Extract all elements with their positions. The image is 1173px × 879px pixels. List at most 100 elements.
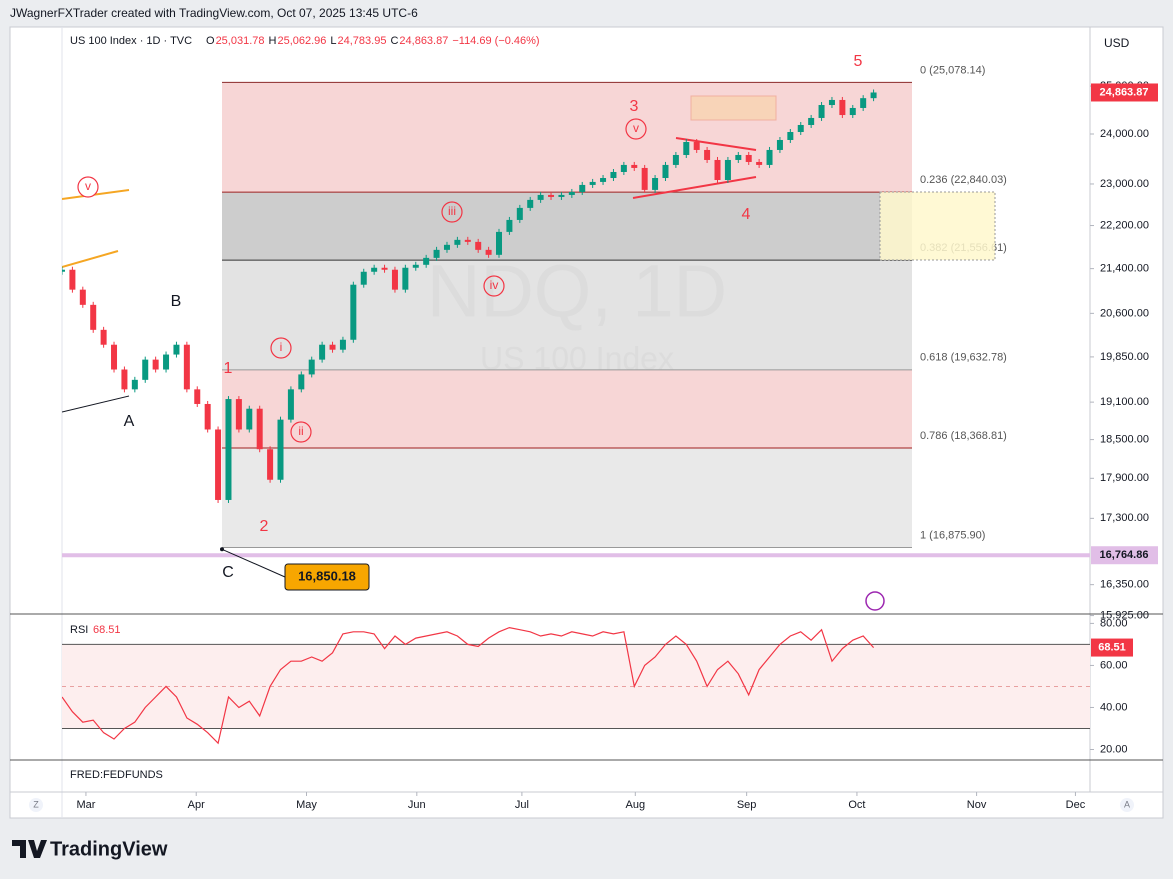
- candle: [589, 181, 596, 185]
- button-bg[interactable]: [29, 798, 43, 812]
- overlay: 25,000.0024,000.0023,000.0022,200.0021,4…: [76, 80, 1158, 811]
- logo: TradingView: [12, 838, 168, 860]
- fib-label: 0.236 (22,840.03): [920, 174, 1007, 186]
- candle: [797, 124, 804, 132]
- rsi-pane: [62, 626, 1090, 745]
- trend-line: [62, 395, 130, 413]
- candle: [672, 154, 679, 165]
- candle: [693, 142, 700, 150]
- candle: [464, 239, 471, 242]
- y-tick-label: 22,200.00: [1100, 219, 1149, 231]
- candle: [298, 374, 305, 390]
- last-price-tag: [1091, 83, 1158, 102]
- candle: [818, 105, 825, 118]
- trend-line: [62, 189, 130, 200]
- wave-label: A: [124, 413, 135, 430]
- candle: [485, 249, 492, 255]
- ohlc-value: 24,783.95: [338, 35, 387, 47]
- triangle-line: [675, 137, 757, 151]
- candle: [90, 304, 97, 330]
- fib-zone: [222, 369, 912, 448]
- candle: [360, 271, 367, 285]
- zoom-button[interactable]: Z: [33, 799, 39, 809]
- candle: [641, 167, 648, 190]
- y-tick-label: 17,900.00: [1100, 472, 1149, 484]
- y-tick-label: 16,350.00: [1100, 579, 1149, 591]
- low-label: 16,850.18: [298, 568, 356, 583]
- candle: [339, 339, 346, 350]
- candle: [267, 449, 274, 480]
- candle: [756, 161, 763, 165]
- candle: [308, 359, 315, 375]
- y-tick-label: 20,600.00: [1100, 307, 1149, 319]
- wave-label: v: [85, 179, 91, 193]
- currency[interactable]: USD: [1104, 36, 1130, 50]
- y-tick-label: 17,300.00: [1100, 512, 1149, 524]
- fib-label: 0 (25,078.14): [920, 64, 985, 76]
- rsi-tag-label: 68.51: [1098, 641, 1126, 653]
- candle: [225, 399, 232, 500]
- candle: [610, 171, 617, 179]
- candle: [402, 267, 409, 290]
- auto-button[interactable]: A: [1124, 799, 1130, 809]
- candle: [371, 267, 378, 272]
- candle: [683, 142, 690, 155]
- symbol-title: US 100 Index · 1D · TVC: [70, 35, 192, 47]
- candle: [329, 344, 336, 350]
- wave-label: 2: [260, 518, 269, 535]
- y-tick-label: 40.00: [1100, 701, 1128, 713]
- candle: [537, 194, 544, 200]
- marker-tag: [1091, 546, 1158, 565]
- logo-mark: [12, 840, 47, 858]
- highlight-box: [690, 95, 777, 121]
- button-bg[interactable]: [1120, 798, 1134, 812]
- ohlc-key: H: [269, 35, 277, 47]
- candle: [475, 241, 482, 250]
- rsi-line: [62, 626, 875, 745]
- candle: [121, 369, 128, 390]
- wave-circle: [483, 275, 505, 297]
- candle: [433, 249, 440, 258]
- wave-label: 5: [854, 53, 863, 70]
- y-tick-label: 19,100.00: [1100, 396, 1149, 408]
- y-tick-label: 21,400.00: [1100, 263, 1149, 275]
- trend-line: [62, 250, 119, 268]
- y-tick-label: 24,000.00: [1100, 128, 1149, 140]
- candle: [204, 403, 211, 430]
- candle: [319, 344, 326, 360]
- x-tick-label: Oct: [848, 799, 865, 811]
- y-tick-label: 15,925.00: [1100, 609, 1149, 621]
- candle: [173, 344, 180, 355]
- rsi-tag: [1091, 638, 1133, 657]
- candle: [423, 257, 430, 265]
- candle: [111, 344, 118, 370]
- wave-label: B: [171, 293, 182, 310]
- x-tick-label: Apr: [188, 799, 205, 811]
- candle: [870, 92, 877, 99]
- candle: [506, 219, 513, 232]
- fred-pane-title: FRED:FEDFUNDS: [70, 769, 163, 781]
- x-tick-label: Jul: [515, 799, 529, 811]
- wave-label: ii: [298, 424, 303, 438]
- fib-zone: [222, 260, 912, 370]
- candle: [183, 344, 190, 390]
- ohlc-value: 25,062.96: [277, 35, 326, 47]
- fib-zone: [222, 447, 912, 548]
- candle: [787, 131, 794, 140]
- candle: [287, 389, 294, 420]
- candle: [568, 191, 575, 195]
- candle: [391, 269, 398, 290]
- wave-label: v: [633, 121, 639, 135]
- wave-circle: [270, 337, 292, 359]
- ohlc-value: 25,031.78: [216, 35, 265, 47]
- attribution: JWagnerFXTrader created with TradingView…: [10, 6, 418, 20]
- y-tick-label: 60.00: [1100, 659, 1128, 671]
- event-icon: [865, 591, 885, 611]
- candle: [860, 98, 867, 108]
- y-tick-label: 19,850.00: [1100, 351, 1149, 363]
- x-tick-label: Jun: [408, 799, 426, 811]
- rsi-value: 68.51: [93, 624, 121, 636]
- candle: [808, 117, 815, 125]
